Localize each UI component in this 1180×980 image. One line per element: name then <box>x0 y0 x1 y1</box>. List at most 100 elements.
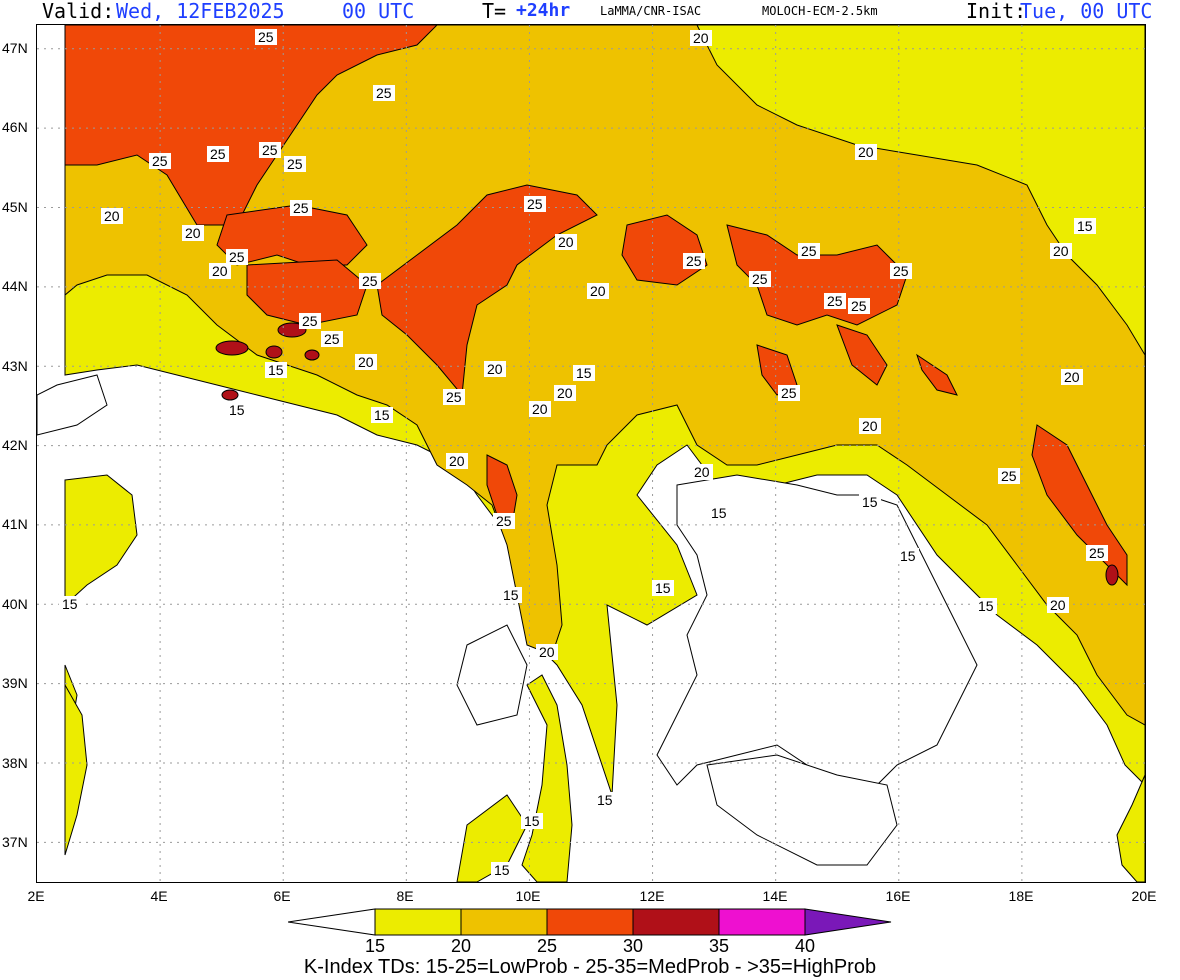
contour-label: 20 <box>529 401 551 417</box>
contour-label: 15 <box>573 365 595 381</box>
svg-text:25: 25 <box>210 146 226 162</box>
contour-label: 15 <box>652 580 674 596</box>
kindex-band-20-25 <box>64 25 1145 726</box>
contour-labels: 25 25 25 25 25 25 25 25 25 25 25 25 25 2… <box>59 29 1108 878</box>
contour-label: 25 <box>749 271 771 287</box>
svg-text:20: 20 <box>185 225 201 241</box>
colorbar-segment <box>632 908 720 936</box>
contour-label: 20 <box>691 464 713 480</box>
contour-label: 15 <box>265 362 287 378</box>
contour-label: 25 <box>359 273 381 289</box>
lon-tick-label: 4E <box>150 888 168 904</box>
svg-text:15: 15 <box>503 587 519 603</box>
contour-label: 25 <box>284 156 306 172</box>
lat-lon-grid <box>37 25 1145 882</box>
svg-text:15: 15 <box>711 505 727 521</box>
lat-tick-label: 38N <box>2 755 28 771</box>
lat-tick-label: 44N <box>2 278 28 294</box>
svg-text:25: 25 <box>527 196 543 212</box>
contour-label: 25 <box>848 298 870 314</box>
contour-label: 20 <box>1047 597 1069 613</box>
svg-text:20: 20 <box>358 354 374 370</box>
colorbar-tick-label: 40 <box>794 936 816 956</box>
svg-text:25: 25 <box>893 263 909 279</box>
lon-tick-label: 16E <box>885 888 911 904</box>
contour-label: 25 <box>226 249 248 265</box>
contour-label: 15 <box>594 792 616 808</box>
valid-time: 00 UTC <box>342 0 415 23</box>
contour-label: 15 <box>491 862 513 878</box>
contour-label: 25 <box>290 200 312 216</box>
svg-text:15: 15 <box>978 598 994 614</box>
svg-text:25: 25 <box>287 156 303 172</box>
svg-text:25: 25 <box>752 271 768 287</box>
init-label: Init: <box>966 0 1027 23</box>
contour-label: 15 <box>708 505 730 521</box>
init-value: Tue, 00 UTC <box>1020 0 1153 23</box>
svg-text:25: 25 <box>302 313 318 329</box>
lon-tick-label: 20E <box>1131 888 1157 904</box>
svg-text:20: 20 <box>558 234 574 250</box>
contour-label: 25 <box>890 263 912 279</box>
contour-label: 20 <box>555 234 577 250</box>
lat-tick-label: 37N <box>2 834 28 850</box>
svg-text:15: 15 <box>374 407 390 423</box>
contour-label: 20 <box>101 208 123 224</box>
colorbar-segment <box>374 908 462 936</box>
contour-label: 20 <box>484 361 506 377</box>
lat-tick-label: 42N <box>2 437 28 453</box>
kindex-map: 25 25 25 25 25 25 25 25 25 25 25 25 25 2… <box>37 25 1145 882</box>
svg-text:20: 20 <box>557 385 573 401</box>
contour-label: 20 <box>1050 243 1072 259</box>
contour-label: 25 <box>998 468 1020 484</box>
contour-label: 20 <box>855 144 877 160</box>
model-label: MOLOCH-ECM-2.5km <box>762 4 878 18</box>
contour-label: 20 <box>859 418 881 434</box>
contour-label: 25 <box>524 196 546 212</box>
svg-text:15: 15 <box>524 813 540 829</box>
lon-tick-label: 12E <box>639 888 665 904</box>
svg-text:25: 25 <box>686 253 702 269</box>
colorbar-segment <box>718 908 806 936</box>
colorbar-tick-label: 30 <box>622 936 644 956</box>
svg-text:15: 15 <box>229 402 245 418</box>
svg-text:15: 15 <box>62 596 78 612</box>
contour-label: 25 <box>259 142 281 158</box>
svg-text:20: 20 <box>694 464 710 480</box>
contour-label: 25 <box>255 29 277 45</box>
colorbar-segment <box>546 908 634 936</box>
colorbar-tick-label: 35 <box>708 936 730 956</box>
contour-label: 25 <box>299 313 321 329</box>
no-data-region <box>37 25 65 882</box>
contour-label: 15 <box>897 548 919 564</box>
svg-text:25: 25 <box>781 385 797 401</box>
svg-text:25: 25 <box>801 243 817 259</box>
lat-tick-label: 46N <box>2 119 28 135</box>
svg-text:25: 25 <box>152 153 168 169</box>
svg-text:25: 25 <box>851 298 867 314</box>
contour-label: 15 <box>59 596 81 612</box>
svg-text:20: 20 <box>449 453 465 469</box>
producer-label: LaMMA/CNR-ISAC <box>600 4 702 18</box>
lon-tick-label: 2E <box>27 888 45 904</box>
svg-text:20: 20 <box>693 30 709 46</box>
valid-date: Wed, 12FEB2025 <box>116 0 285 23</box>
svg-text:15: 15 <box>655 580 671 596</box>
lat-tick-label: 40N <box>2 596 28 612</box>
colorbar-segment <box>804 908 892 936</box>
contour-label: 25 <box>1086 545 1108 561</box>
contour-label: 15 <box>521 813 543 829</box>
svg-text:20: 20 <box>212 263 228 279</box>
lat-tick-label: 45N <box>2 199 28 215</box>
contour-label: 25 <box>824 293 846 309</box>
svg-text:25: 25 <box>446 389 462 405</box>
contour-label: 25 <box>778 385 800 401</box>
contour-label: 15 <box>859 494 881 510</box>
svg-text:20: 20 <box>487 361 503 377</box>
contour-label: 20 <box>554 385 576 401</box>
lon-tick-label: 10E <box>515 888 541 904</box>
kindex-band-30-35 <box>215 322 1119 586</box>
colorbar-segment <box>460 908 548 936</box>
map-panel: 25 25 25 25 25 25 25 25 25 25 25 25 25 2… <box>36 24 1146 883</box>
map-caption: K-Index TDs: 15-25=LowProb - 25-35=MedPr… <box>303 956 877 978</box>
